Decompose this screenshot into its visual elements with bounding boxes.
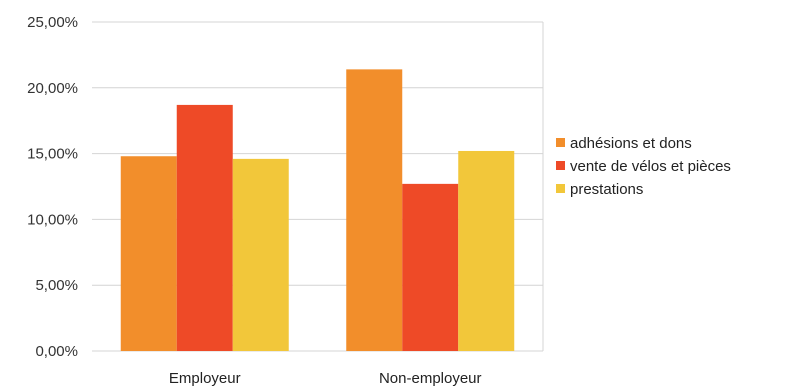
y-tick-label: 25,00%	[27, 14, 78, 31]
legend-swatch	[556, 138, 565, 147]
y-tick-label: 10,00%	[27, 211, 78, 228]
y-tick-label: 20,00%	[27, 80, 78, 97]
bars	[120, 69, 515, 352]
x-axis-category-labels: Employeur Non-employeur	[169, 370, 482, 386]
legend-swatch	[556, 161, 565, 170]
y-tick-label: 15,00%	[27, 146, 78, 163]
bar-3-1	[232, 158, 289, 351]
bar-3-2	[458, 150, 515, 351]
legend-label: adhésions et dons	[570, 135, 692, 152]
legend-swatch	[556, 184, 565, 193]
y-tick-label: 5,00%	[35, 277, 78, 294]
legend-label: prestations	[570, 181, 643, 198]
bar-2-1	[176, 104, 233, 352]
x-category-label: Non-employeur	[379, 370, 482, 386]
legend-label: vente de vélos et pièces	[570, 158, 731, 175]
bar-1-1	[120, 156, 177, 351]
x-category-label: Employeur	[169, 370, 241, 386]
bar-1-2	[346, 69, 403, 351]
y-axis-tick-labels: 0,00% 5,00% 10,00% 15,00% 20,00% 25,00%	[27, 14, 78, 360]
y-tick-label: 0,00%	[35, 343, 78, 360]
legend: adhésions et dons vente de vélos et pièce…	[556, 135, 731, 198]
bar-2-2	[402, 183, 459, 351]
